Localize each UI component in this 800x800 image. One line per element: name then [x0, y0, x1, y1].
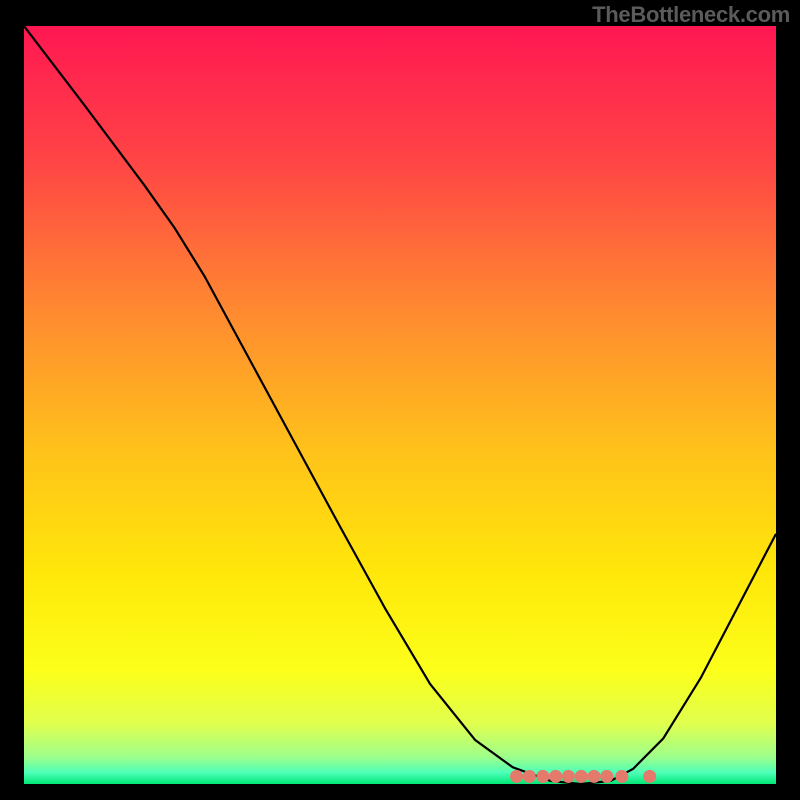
marker-dot	[588, 770, 601, 783]
watermark: TheBottleneck.com	[592, 2, 790, 28]
marker-dot	[510, 770, 523, 783]
marker-dot	[643, 770, 656, 783]
marker-dot	[523, 770, 536, 783]
marker-dot	[536, 770, 549, 783]
marker-group	[510, 770, 656, 783]
marker-layer	[24, 26, 776, 784]
marker-dot	[562, 770, 575, 783]
marker-dot	[575, 770, 588, 783]
canvas: TheBottleneck.com	[0, 0, 800, 800]
plot-area	[24, 26, 776, 784]
marker-dot	[615, 770, 628, 783]
marker-dot	[549, 770, 562, 783]
watermark-text: TheBottleneck.com	[592, 2, 790, 27]
marker-dot	[600, 770, 613, 783]
